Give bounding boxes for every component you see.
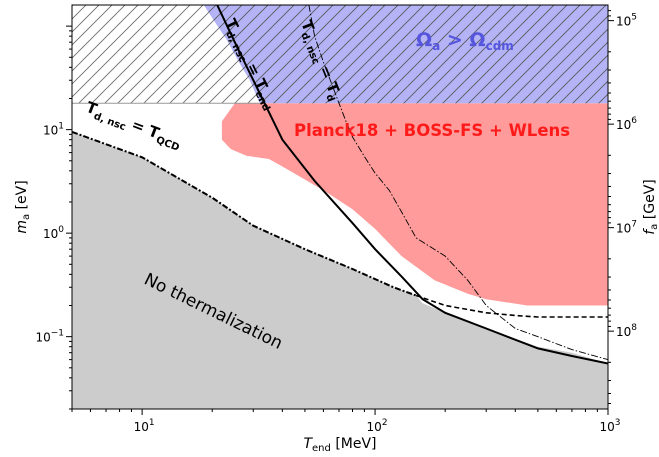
region-hatched-excluded bbox=[72, 5, 260, 104]
y2-tick-label: 105 bbox=[616, 13, 637, 29]
omega-annotation: Ωa > Ωcdm bbox=[416, 29, 514, 53]
y2-tick-label: 108 bbox=[616, 323, 637, 339]
x-tick-label: 101 bbox=[134, 418, 155, 434]
y-tick-label: 10−1 bbox=[35, 329, 64, 345]
region-planck-exclusion bbox=[221, 103, 608, 306]
y2-axis-label: fa [GeV] bbox=[642, 179, 659, 235]
line-tdnsc-equals-td bbox=[308, 5, 608, 361]
label-tqcd: Td, nsc = TQCD bbox=[82, 98, 184, 154]
y2-tick-label: 106 bbox=[616, 116, 637, 132]
x-tick-label: 103 bbox=[599, 418, 620, 434]
planck-annotation: Planck18 + BOSS-FS + WLens bbox=[294, 121, 570, 140]
y-tick-label: 101 bbox=[43, 122, 64, 138]
line-tdnsc-equals-tend bbox=[216, 5, 608, 365]
line-tdnsc-equals-tqcd bbox=[72, 130, 417, 297]
region-no-thermalization bbox=[72, 131, 608, 409]
y2-tick-label: 107 bbox=[616, 220, 637, 236]
y-tick-label: 100 bbox=[43, 225, 64, 241]
plot-frame bbox=[71, 4, 609, 410]
y-axis-label: ma [eV] bbox=[14, 180, 32, 233]
region-omega-hatch bbox=[203, 5, 608, 104]
x-tick-label: 102 bbox=[367, 418, 388, 434]
x-axis-label: Tend [MeV] bbox=[303, 436, 376, 454]
